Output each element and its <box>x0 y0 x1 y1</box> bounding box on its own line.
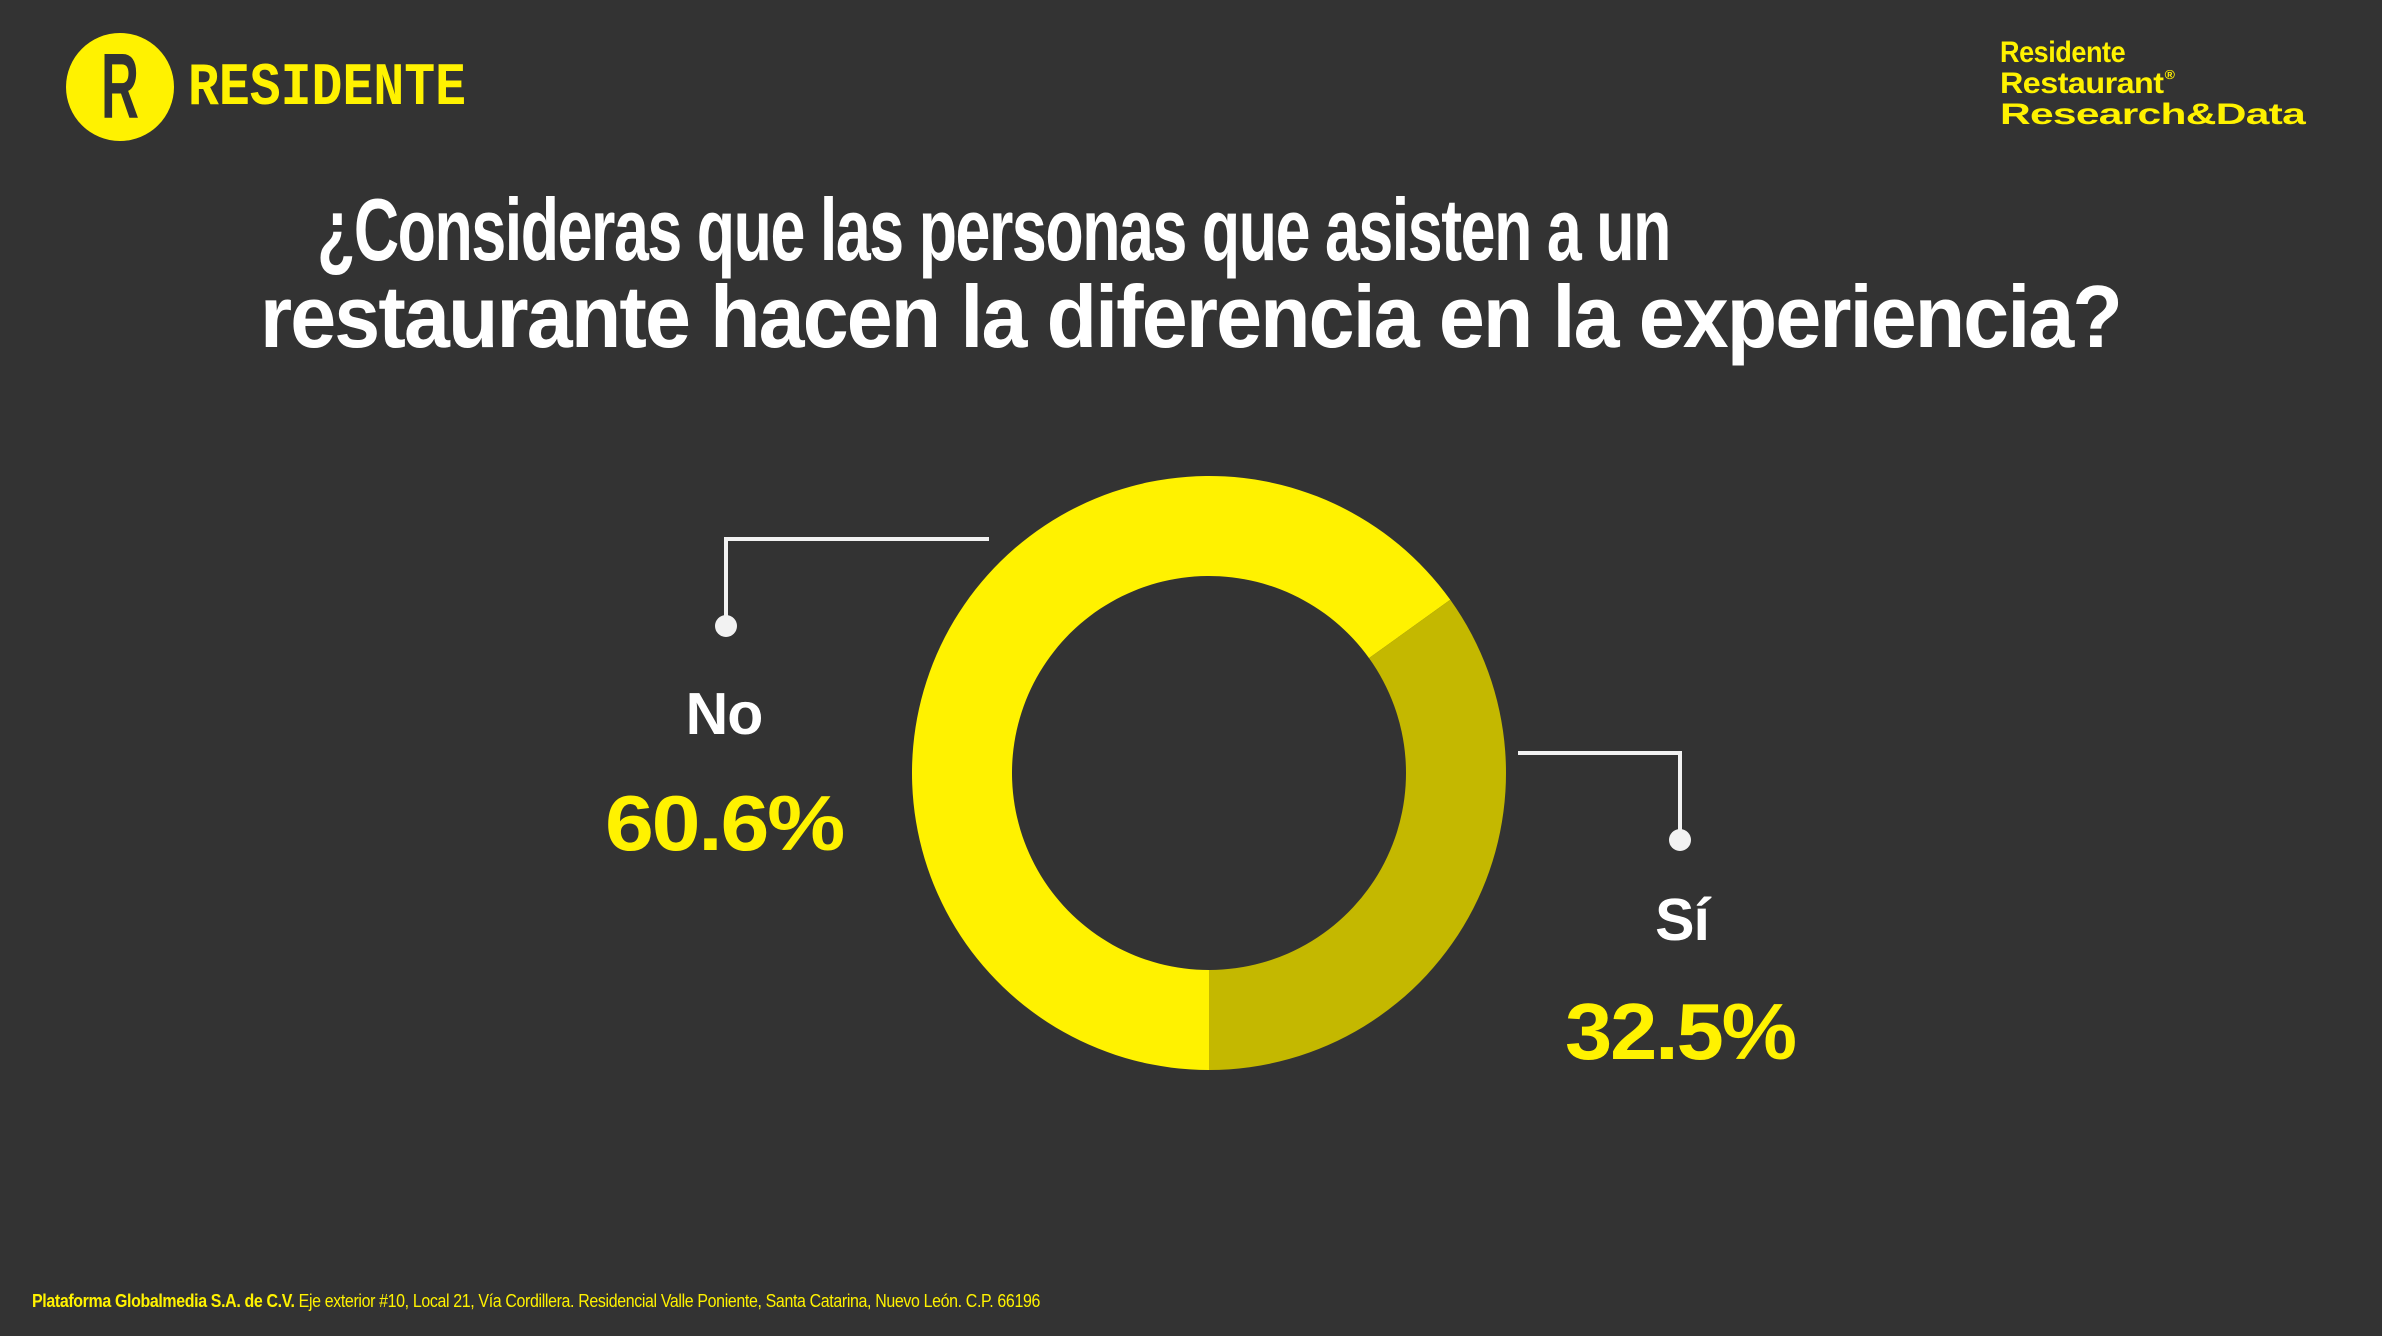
logo-wordmark: RESIDENTE <box>188 55 466 123</box>
brand-line-2: Restaurant® <box>2000 68 2232 99</box>
footer-company: Plataforma Globalmedia S.A. de C.V. <box>32 1291 295 1311</box>
footer-address: Plataforma Globalmedia S.A. de C.V. Eje … <box>32 1292 1040 1310</box>
slice-value-no: 60.6% <box>605 779 845 867</box>
registered-mark: ® <box>2164 67 2175 82</box>
chart-title-line-1: ¿Consideras que las personas que asisten… <box>317 180 1671 279</box>
brand-line-2-text: Restaurant <box>2000 67 2164 100</box>
footer-address-text: Eje exterior #10, Local 21, Vía Cordille… <box>298 1291 1041 1311</box>
brand-line-3: Research&Data <box>2000 98 2306 131</box>
leader-line-no <box>724 537 989 626</box>
slice-value-si: 32.5% <box>1565 987 1797 1076</box>
brand-logo: Residente Restaurant® Research&Data <box>2000 36 2306 130</box>
donut-slices <box>912 476 1506 1070</box>
chart-title-line-2: restaurante hacen la diferencia en la ex… <box>260 267 2123 366</box>
donut-slice-si <box>1209 599 1506 1070</box>
slice-label-no: No <box>685 681 764 747</box>
donut-slice-no <box>912 476 1451 1070</box>
residente-logo-badge <box>66 33 174 141</box>
brand-line-1: Residente <box>2000 36 2126 69</box>
logo-letter: R <box>101 34 139 138</box>
leader-dot-si <box>1669 829 1691 851</box>
slice-label-si: Sí <box>1655 887 1710 953</box>
leader-lines <box>715 537 1691 851</box>
leader-line-si <box>1518 751 1682 840</box>
leader-dot-no <box>715 615 737 637</box>
